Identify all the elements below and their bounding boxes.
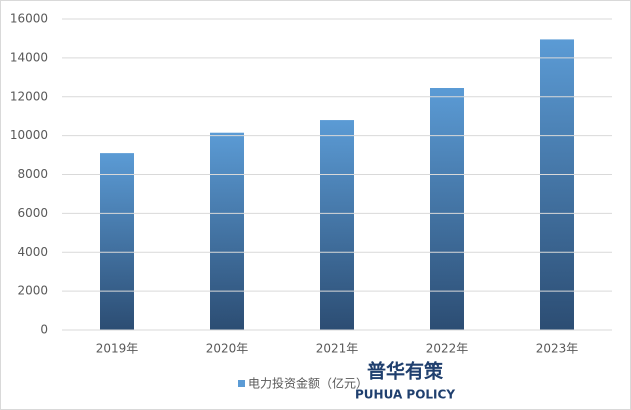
y-tick-label: 6000 [17,206,48,220]
x-tick-label: 2021年 [316,342,359,356]
x-tick-label: 2023年 [536,342,579,356]
watermark-title: 普华有策 [367,360,444,383]
x-tick-label: 2020年 [206,342,249,356]
bar [210,132,244,330]
y-tick-label: 14000 [10,50,48,64]
legend-label: 电力投资金额（亿元） [248,376,368,391]
bar [320,120,354,330]
x-tick-label: 2022年 [426,342,469,356]
y-tick-label: 4000 [17,245,48,259]
bar [100,153,134,330]
y-tick-label: 16000 [10,12,48,26]
bar [540,39,574,331]
legend-swatch [238,380,245,387]
x-tick-label: 2019年 [96,342,139,356]
y-tick-label: 12000 [10,89,48,103]
y-tick-label: 2000 [17,284,48,298]
watermark-subtitle: PUHUA POLICY [355,388,455,402]
y-tick-label: 8000 [17,167,48,181]
bar [430,88,464,330]
y-tick-label: 0 [40,323,48,337]
y-tick-label: 10000 [10,128,48,142]
